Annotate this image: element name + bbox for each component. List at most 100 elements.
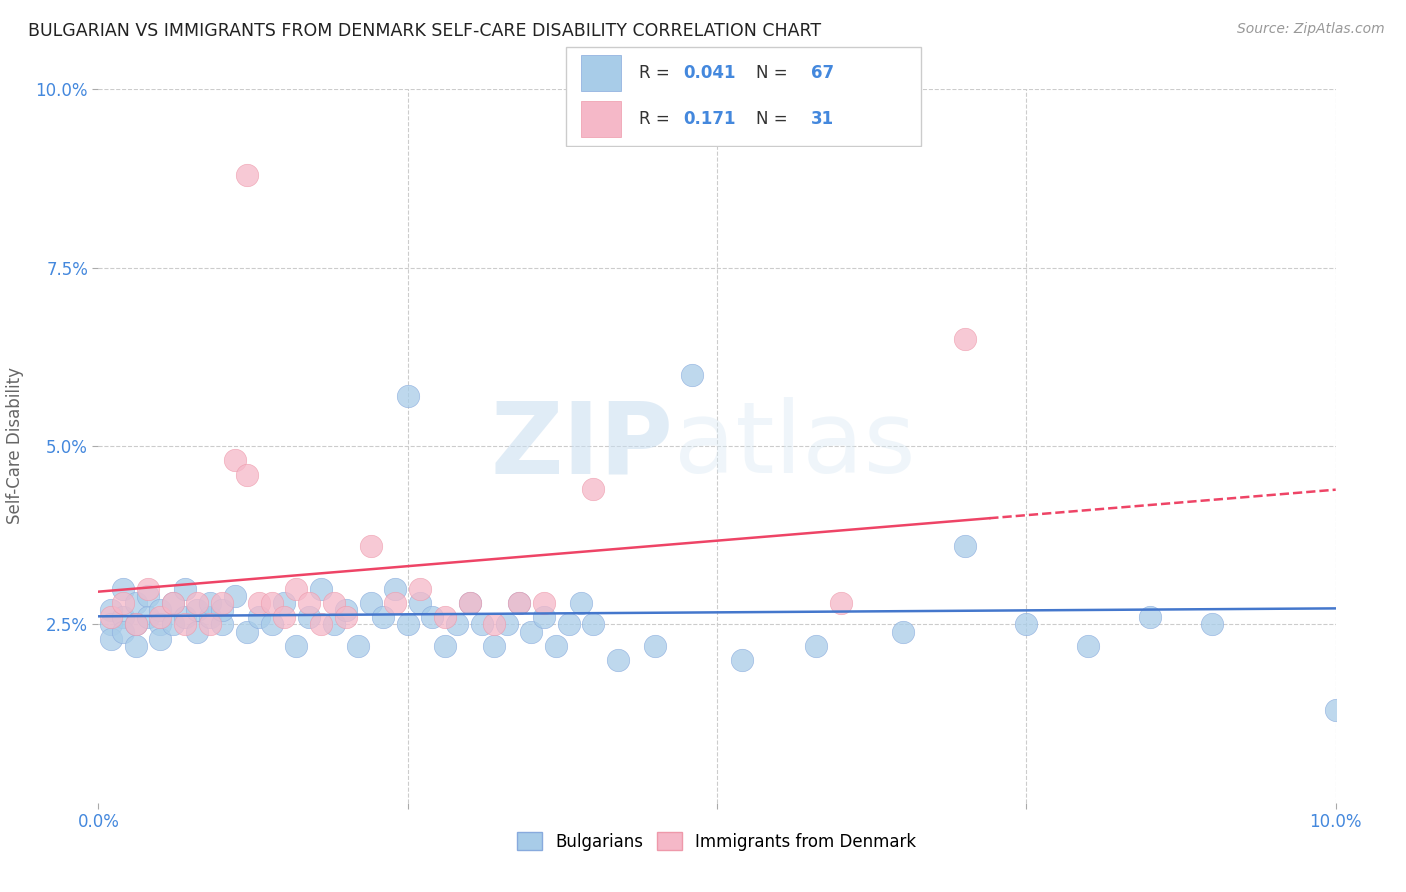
Point <box>136 610 159 624</box>
Point <box>100 603 122 617</box>
Point <box>546 639 568 653</box>
Point <box>471 617 494 632</box>
Point <box>198 610 221 624</box>
Point <box>533 596 555 610</box>
Point <box>1015 617 1038 632</box>
Point <box>162 596 184 610</box>
Point <box>260 596 283 610</box>
Point <box>136 582 159 596</box>
Point <box>953 539 976 553</box>
Text: ZIP: ZIP <box>491 398 673 494</box>
Point <box>384 596 406 610</box>
Point <box>804 639 827 653</box>
Point <box>224 453 246 467</box>
Point <box>236 168 259 182</box>
Point <box>1201 617 1223 632</box>
Point <box>458 596 481 610</box>
Text: 0.041: 0.041 <box>683 64 735 82</box>
Point <box>433 610 456 624</box>
Point <box>211 596 233 610</box>
Point <box>112 582 135 596</box>
Point <box>1077 639 1099 653</box>
Point <box>162 596 184 610</box>
Point <box>124 596 146 610</box>
Point <box>508 596 530 610</box>
Point <box>186 603 208 617</box>
Point <box>273 596 295 610</box>
Text: BULGARIAN VS IMMIGRANTS FROM DENMARK SELF-CARE DISABILITY CORRELATION CHART: BULGARIAN VS IMMIGRANTS FROM DENMARK SEL… <box>28 22 821 40</box>
Point <box>484 617 506 632</box>
Point <box>149 603 172 617</box>
Point <box>100 632 122 646</box>
Point <box>520 624 543 639</box>
Point <box>891 624 914 639</box>
Point <box>100 610 122 624</box>
Point <box>322 596 344 610</box>
Point <box>298 596 321 610</box>
Point <box>112 624 135 639</box>
Point <box>644 639 666 653</box>
Point <box>100 617 122 632</box>
Point <box>149 610 172 624</box>
Text: 0.171: 0.171 <box>683 110 735 128</box>
Point <box>198 617 221 632</box>
Point <box>1324 703 1347 717</box>
Point <box>174 617 197 632</box>
Point <box>582 482 605 496</box>
Point <box>371 610 394 624</box>
Point <box>582 617 605 632</box>
Point <box>409 596 432 610</box>
Point <box>309 617 332 632</box>
Point <box>247 610 270 624</box>
Point <box>186 596 208 610</box>
Text: R =: R = <box>640 110 681 128</box>
Point <box>607 653 630 667</box>
Point <box>174 582 197 596</box>
Text: atlas: atlas <box>673 398 915 494</box>
Point <box>335 610 357 624</box>
Point <box>731 653 754 667</box>
Point <box>681 368 703 382</box>
Point <box>260 617 283 632</box>
Point <box>533 610 555 624</box>
Point <box>149 632 172 646</box>
Point <box>198 596 221 610</box>
Point <box>347 639 370 653</box>
Point <box>112 610 135 624</box>
Point <box>285 582 308 596</box>
Point <box>557 617 579 632</box>
Point <box>360 596 382 610</box>
Point <box>830 596 852 610</box>
Point <box>458 596 481 610</box>
Point <box>360 539 382 553</box>
Point <box>409 582 432 596</box>
Bar <box>581 55 621 91</box>
Point <box>186 624 208 639</box>
Point <box>124 617 146 632</box>
Point <box>1139 610 1161 624</box>
Point <box>174 610 197 624</box>
Point <box>211 603 233 617</box>
Y-axis label: Self-Care Disability: Self-Care Disability <box>7 368 24 524</box>
Bar <box>581 101 621 137</box>
Point <box>322 617 344 632</box>
Text: N =: N = <box>756 110 793 128</box>
Point <box>211 617 233 632</box>
Point <box>422 610 444 624</box>
Point <box>396 617 419 632</box>
Text: R =: R = <box>640 64 675 82</box>
Text: 31: 31 <box>811 110 834 128</box>
Point <box>569 596 592 610</box>
Point <box>224 589 246 603</box>
Point <box>384 582 406 596</box>
Text: N =: N = <box>756 64 793 82</box>
Point <box>112 596 135 610</box>
Point <box>162 617 184 632</box>
Text: Source: ZipAtlas.com: Source: ZipAtlas.com <box>1237 22 1385 37</box>
Point <box>953 332 976 346</box>
Point <box>149 617 172 632</box>
Point <box>298 610 321 624</box>
Point <box>495 617 517 632</box>
Point <box>335 603 357 617</box>
Point <box>285 639 308 653</box>
